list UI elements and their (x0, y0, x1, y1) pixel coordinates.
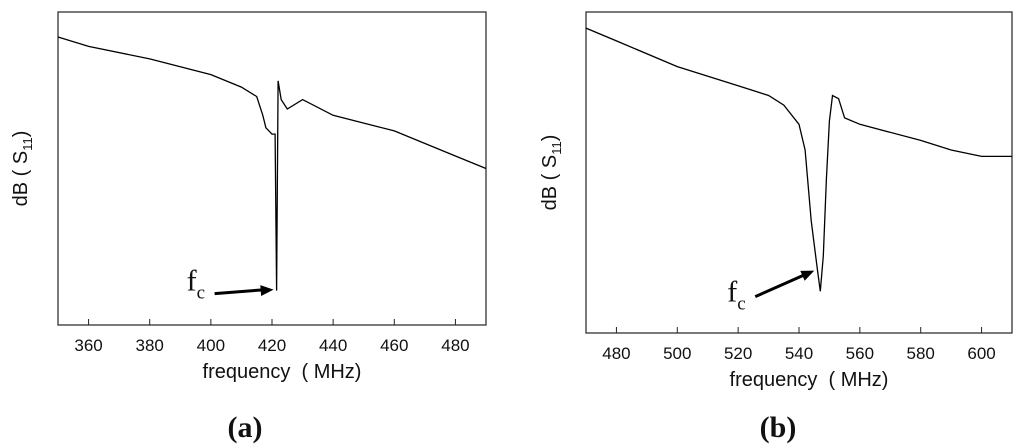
x-tick-label: 440 (319, 336, 347, 355)
y-label-text: dB ( S (10, 151, 32, 207)
annotation-text: f (727, 276, 737, 309)
annotation-text: f (187, 265, 197, 298)
data-line (585, 27, 1012, 292)
annotation-arrow (754, 272, 808, 299)
y-axis-label: dB ( S11) (10, 131, 35, 207)
arrow-head (800, 270, 815, 281)
y-label-sub: 11 (20, 137, 35, 151)
x-tick-label: 360 (74, 336, 102, 355)
arrow-head (260, 285, 274, 296)
panel-label: (b) (760, 411, 797, 444)
x-tick-label: 400 (197, 336, 225, 355)
panel-label: (a) (228, 411, 263, 444)
annotation-arrow (214, 288, 267, 296)
plot-frame (57, 11, 487, 326)
y-label-sub: 11 (549, 141, 564, 155)
data-line (57, 36, 487, 291)
annotation: fc (187, 265, 205, 304)
x-tick-label: 380 (136, 336, 164, 355)
x-tick-label: 560 (846, 344, 874, 363)
x-axis-label: frequency ( MHz) (730, 369, 889, 391)
y-label-text: dB ( S (539, 155, 561, 211)
annotation: fc (727, 276, 745, 315)
x-tick-label: 580 (907, 344, 935, 363)
x-tick-label: 460 (380, 336, 408, 355)
x-tick-label: 480 (602, 344, 630, 363)
y-axis-label: dB ( S11) (539, 135, 564, 211)
y-label-end: ) (10, 131, 32, 138)
x-tick-label: 540 (785, 344, 813, 363)
plot-frame (585, 11, 1013, 334)
annotation-sub: c (737, 294, 745, 315)
annotation-sub: c (197, 283, 205, 304)
x-axis-label: frequency ( MHz) (203, 361, 362, 383)
x-tick-label: 480 (441, 336, 469, 355)
x-tick-label: 500 (663, 344, 691, 363)
x-tick-label: 420 (258, 336, 286, 355)
y-label-end: ) (539, 135, 561, 142)
x-tick-label: 600 (967, 344, 995, 363)
x-tick-label: 520 (724, 344, 752, 363)
